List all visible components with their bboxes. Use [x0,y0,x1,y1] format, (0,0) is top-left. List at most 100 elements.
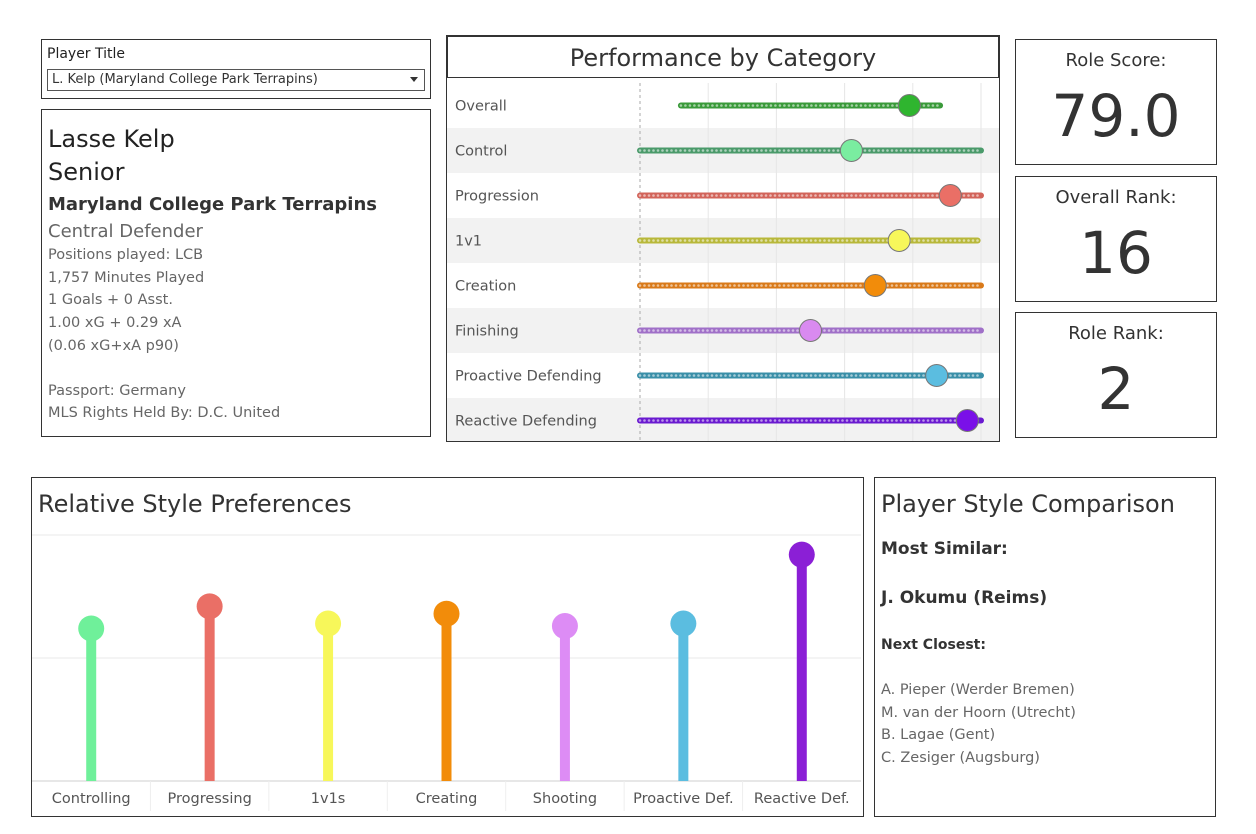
peer-dot [724,374,727,377]
peer-dot [638,239,642,242]
overall-rank-label: Overall Rank: [1055,187,1177,208]
peer-dot [747,104,750,107]
next-closest-item: C. Zesiger (Augsburg) [881,750,1040,766]
peer-dot [737,419,741,422]
peer-dot [899,329,903,332]
player-dropdown[interactable]: L. Kelp (Maryland College Park Terrapins… [47,69,425,91]
peer-dot [935,284,939,287]
peer-dot [769,329,772,332]
peer-dot [805,104,809,107]
peer-dot [863,194,867,197]
peer-dot [904,419,907,422]
peer-dot [701,284,705,287]
peer-dot [643,329,646,332]
peer-dot [837,104,840,107]
peer-dot [854,419,858,422]
peer-dot [769,419,772,422]
lollipop-head [196,593,223,620]
peer-dot [854,374,858,377]
peer-dot [751,374,754,377]
peer-dot [882,104,885,107]
peer-dot [701,239,705,242]
peer-dot [832,284,835,287]
peer-dot [917,329,921,332]
category-label: Finishing [455,324,519,340]
peer-dot [850,329,853,332]
peer-dot [643,239,646,242]
peer-dot [841,374,844,377]
peer-dot [791,329,795,332]
peer-dot [683,284,687,287]
style-comparison-title: Player Style Comparison [881,490,1175,518]
peer-dot [971,329,975,332]
peer-dot [674,149,678,152]
peer-dot [854,284,858,287]
peer-dot [656,374,660,377]
next-closest-item: M. van der Hoorn (Utrecht) [881,705,1076,721]
peer-dot [670,284,673,287]
player-dropdown-value: L. Kelp (Maryland College Park Terrapins… [52,72,318,87]
peer-dot [800,194,804,197]
peer-dot [737,329,741,332]
peer-dot [872,374,876,377]
peer-dot [958,284,961,287]
peer-dot [760,194,763,197]
player-club: Maryland College Park Terrapins [48,194,377,215]
peer-dot [881,194,885,197]
peer-dot [778,329,781,332]
peer-dot [701,194,705,197]
player-marker [799,319,822,342]
peer-dot [936,104,939,107]
peer-dot [809,419,813,422]
role-score-card: Role Score: 79.0 [1015,39,1217,165]
chevron-down-icon[interactable] [410,77,418,82]
peer-dot [710,329,714,332]
peer-dot [742,419,745,422]
peer-dot [652,419,655,422]
peer-dot [791,419,795,422]
peer-dot [769,239,772,242]
peer-dot [895,149,898,152]
peer-dot [935,194,939,197]
peer-dot [872,419,876,422]
peer-dot [809,149,813,152]
player-positions: Positions played: LCB [48,247,204,263]
peer-dot [647,239,651,242]
peer-dot [782,284,786,287]
lollipop-head [788,541,815,568]
peer-dot [760,419,763,422]
peer-dot [967,194,970,197]
peer-dot [827,284,831,287]
peer-dot [805,374,808,377]
peer-dot [684,104,687,107]
peer-dot [751,419,754,422]
peer-dot [755,149,759,152]
peer-dot [809,284,813,287]
peer-dot [818,239,822,242]
peer-dot [877,374,880,377]
peer-dot [742,194,745,197]
peer-dot [697,104,701,107]
peer-dot [917,149,921,152]
peer-dot [715,194,718,197]
peer-dot [764,284,768,287]
peer-dot [773,374,777,377]
peer-dot [958,149,961,152]
player-role: Central Defender [48,221,203,242]
peer-dot [782,194,786,197]
peer-dot [688,284,691,287]
peer-dot [710,149,714,152]
peer-dot [931,419,934,422]
peer-dot [760,239,763,242]
peer-dot [917,284,921,287]
player-xg: 1.00 xG + 0.29 xA [48,315,182,331]
peer-dot [778,419,781,422]
peer-dot [706,194,709,197]
peer-dot [836,194,840,197]
peer-dot [823,104,827,107]
category-label: 1v1s [311,791,346,807]
peer-dot [760,104,764,107]
peer-dot [697,374,700,377]
peer-dot [971,194,975,197]
peer-dot [895,374,898,377]
